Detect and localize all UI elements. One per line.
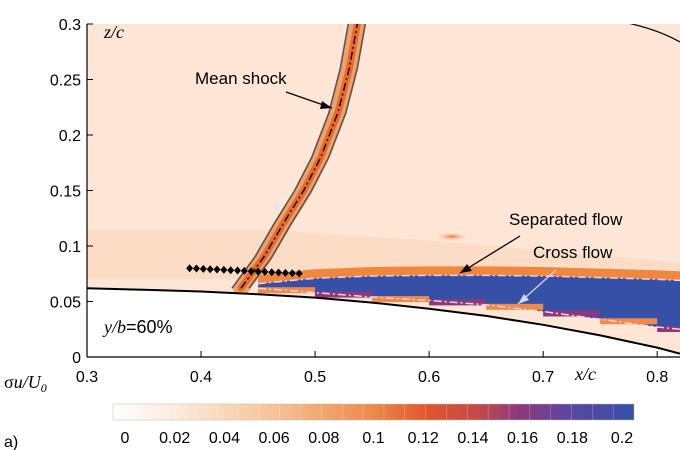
colorbar-tick-label: 0.1 [362, 430, 384, 447]
colorbar-tick-label: 0.08 [308, 430, 339, 447]
y-tick-label: 0 [72, 350, 81, 367]
x-tick-label: 0.3 [76, 369, 98, 386]
colorbar-tick-label: 0.06 [259, 430, 290, 447]
edge-step [486, 303, 544, 310]
x-tick-label: 0.8 [646, 369, 668, 386]
wing-surface-line [87, 287, 680, 355]
upstream-haze [87, 229, 680, 280]
separated-flow-arrowhead [460, 264, 472, 273]
colorbar [112, 403, 635, 421]
diamond-marker [268, 268, 276, 277]
y-tick-label: 0.1 [59, 239, 81, 256]
colorbar-tick-label: 0.02 [159, 430, 190, 447]
cross-flow-line [258, 287, 680, 331]
colorbar-tick-label: 0.16 [507, 430, 538, 447]
mean-shock-line [240, 24, 358, 289]
edge-step [543, 310, 601, 317]
shock-bound-right [248, 24, 367, 289]
x-tick-label: 0.6 [418, 369, 440, 386]
y-tick-label: 0.05 [50, 295, 81, 312]
y-tick-label: 0.2 [59, 128, 81, 145]
panel-label: a) [4, 434, 18, 450]
y-axis-label: z/c [103, 22, 124, 42]
colorbar-tick-label: 0.04 [209, 430, 240, 447]
edge-step [600, 318, 658, 325]
diamond-marker [275, 268, 283, 277]
diamond-marker [281, 268, 289, 277]
shock-bound-left [231, 24, 350, 289]
colorbar-label: σu/U0 [4, 372, 47, 395]
colorbar-tick-label: 0.2 [611, 430, 633, 447]
y-tick-label: 0.15 [50, 184, 81, 201]
diamond-marker [254, 267, 262, 276]
separated-flow-arrow [459, 235, 521, 274]
colorbar-ticks: 0 0.02 0.04 0.06 0.08 0.1 0.12 0.14 0.16 0.18 0.2 [121, 430, 634, 447]
diamond-marker [199, 264, 207, 273]
x-ticks: 0.3 0.4 0.5 0.6 0.7 0.8 [76, 351, 668, 386]
colorbar-tick-label: 0 [121, 430, 130, 447]
diamond-marker [186, 264, 194, 273]
y-ticks: 0 0.05 0.1 0.15 0.2 0.25 0.3 [50, 17, 93, 367]
y-tick-label: 0.3 [59, 17, 81, 34]
colorbar-tick-label: 0.14 [457, 430, 488, 447]
y-tick-label: 0.25 [50, 73, 81, 90]
edge-step [657, 326, 680, 333]
section-label: y/b=60% [102, 317, 173, 337]
wing-surface [87, 288, 680, 357]
colorbar-tick-label: 0.12 [408, 430, 439, 447]
diamond-marker [220, 265, 228, 274]
diamond-marker [295, 269, 303, 278]
edge-step [429, 299, 487, 306]
edge-step [372, 296, 430, 303]
cross-flow-annotation: Cross flow [533, 243, 613, 262]
colorbar-steps [133, 404, 614, 420]
colorbar-tick-label: 0.18 [557, 430, 588, 447]
diamond-marker [227, 266, 235, 275]
x-tick-label: 0.5 [304, 369, 326, 386]
separated-flow-annotation: Separated flow [509, 210, 623, 229]
upper-boundary-line [629, 24, 680, 43]
mean-shock-annotation: Mean shock [195, 69, 287, 88]
diamond-marker [247, 267, 255, 276]
x-axis-label: x/c [574, 364, 596, 384]
separation-line [258, 274, 680, 285]
diamond-marker [261, 267, 269, 276]
diamond-markers [186, 264, 303, 278]
diamond-marker [240, 266, 248, 275]
orange-spot [435, 232, 468, 241]
x-tick-label: 0.4 [190, 369, 212, 386]
cross-flow-arrowhead [518, 294, 529, 304]
mean-shock-arrowhead [320, 101, 332, 109]
diamond-marker [213, 265, 221, 274]
diamond-marker [288, 269, 296, 278]
diamond-marker [192, 264, 200, 273]
x-tick-label: 0.7 [532, 369, 554, 386]
diamond-marker [234, 266, 242, 275]
diamond-marker [206, 265, 214, 274]
